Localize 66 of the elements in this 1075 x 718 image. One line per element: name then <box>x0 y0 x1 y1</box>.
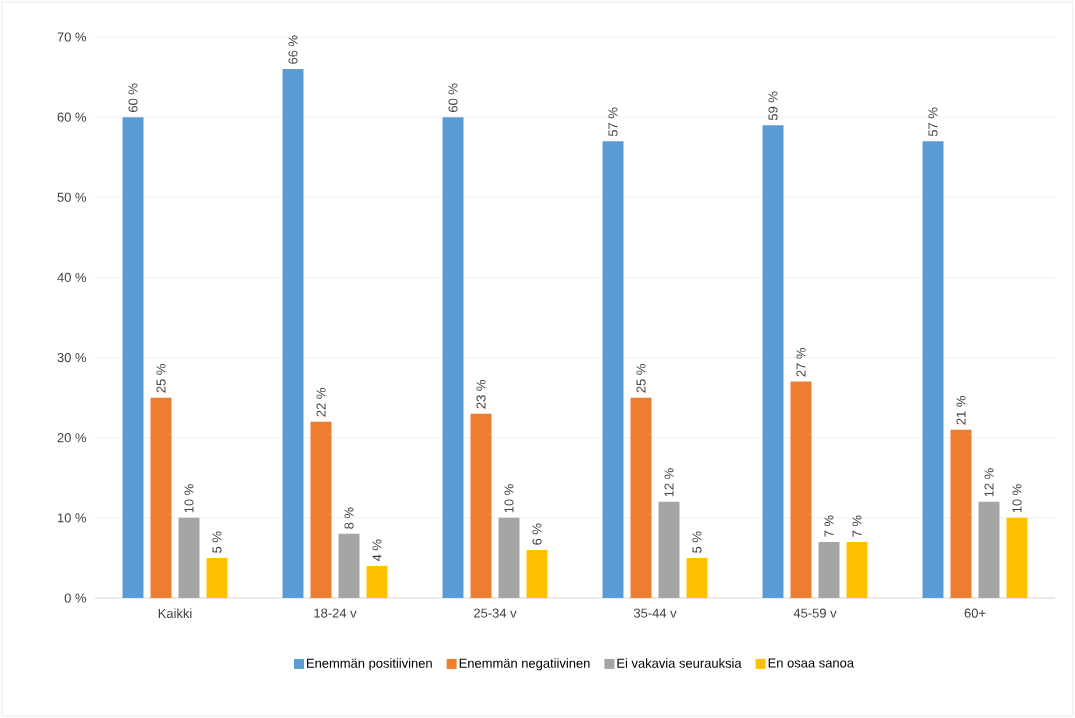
bar <box>526 549 548 598</box>
bar <box>122 117 144 598</box>
y-tick-label: 20 % <box>57 433 87 443</box>
y-tick-label: 30 % <box>57 352 87 363</box>
x-tick-label: 35-44 v <box>633 608 677 618</box>
data-label: 25 % <box>636 364 646 393</box>
data-label: 21 % <box>956 396 966 425</box>
bar <box>282 69 304 598</box>
data-label: 27 % <box>796 348 806 377</box>
x-tick-label: 18-24 v <box>314 608 357 618</box>
bar <box>762 125 784 598</box>
data-label: 60 % <box>448 83 458 112</box>
bar <box>686 557 708 598</box>
data-label: 8 % <box>344 507 354 529</box>
x-tick-label: 25-34 v <box>474 608 517 618</box>
bar <box>442 117 464 598</box>
bar <box>846 541 868 598</box>
data-label: 6 % <box>532 523 542 545</box>
bar <box>1006 517 1028 598</box>
data-label: 59 % <box>768 91 778 121</box>
y-tick-label: 40 % <box>57 272 87 282</box>
y-tick-label: 70 % <box>57 32 87 42</box>
bar <box>470 413 492 598</box>
bar <box>658 501 680 598</box>
bar <box>818 541 840 598</box>
legend-label: En osaa sanoa <box>768 658 855 668</box>
bar <box>150 397 172 598</box>
bar <box>790 381 812 598</box>
bar <box>178 517 200 598</box>
data-label: 10 % <box>1012 484 1022 513</box>
data-label: 23 % <box>476 380 486 409</box>
data-label: 5 % <box>692 531 702 553</box>
bar <box>310 421 332 598</box>
data-label: 7 % <box>852 515 862 537</box>
data-label: 10 % <box>504 484 514 513</box>
y-tick-label: 50 % <box>57 192 87 202</box>
bar <box>950 429 972 598</box>
x-tick-label: 45-59 v <box>793 608 837 618</box>
data-label: 60 % <box>128 83 138 112</box>
bar <box>498 517 520 598</box>
legend-label: Ei vakavia seurauksia <box>617 658 742 668</box>
data-label: 5 % <box>212 531 222 553</box>
bar <box>922 141 944 598</box>
x-tick-label: Kaikki <box>158 608 192 619</box>
data-label: 22 % <box>316 388 326 417</box>
x-tick-label: 60+ <box>964 608 986 618</box>
bar <box>978 501 1000 598</box>
data-label: 57 % <box>928 107 938 137</box>
data-label: 66 % <box>288 35 298 64</box>
legend-label: Enemmän negatiivinen <box>459 658 590 671</box>
bar <box>630 397 652 598</box>
data-label: 4 % <box>372 539 382 562</box>
data-label: 7 % <box>824 515 834 537</box>
bar <box>206 557 228 598</box>
data-label: 25 % <box>156 364 166 393</box>
legend-label: Enemmän positiivinen <box>307 658 432 671</box>
bar <box>366 565 388 598</box>
data-label: 12 % <box>664 468 674 497</box>
bar <box>338 533 360 598</box>
data-label: 57 % <box>608 107 618 137</box>
y-tick-label: 0 % <box>64 593 87 603</box>
y-tick-label: 60 % <box>57 112 87 122</box>
data-label: 10 % <box>184 484 194 513</box>
data-label: 12 % <box>984 468 994 497</box>
y-tick-label: 10 % <box>57 513 87 523</box>
bar <box>602 141 624 598</box>
